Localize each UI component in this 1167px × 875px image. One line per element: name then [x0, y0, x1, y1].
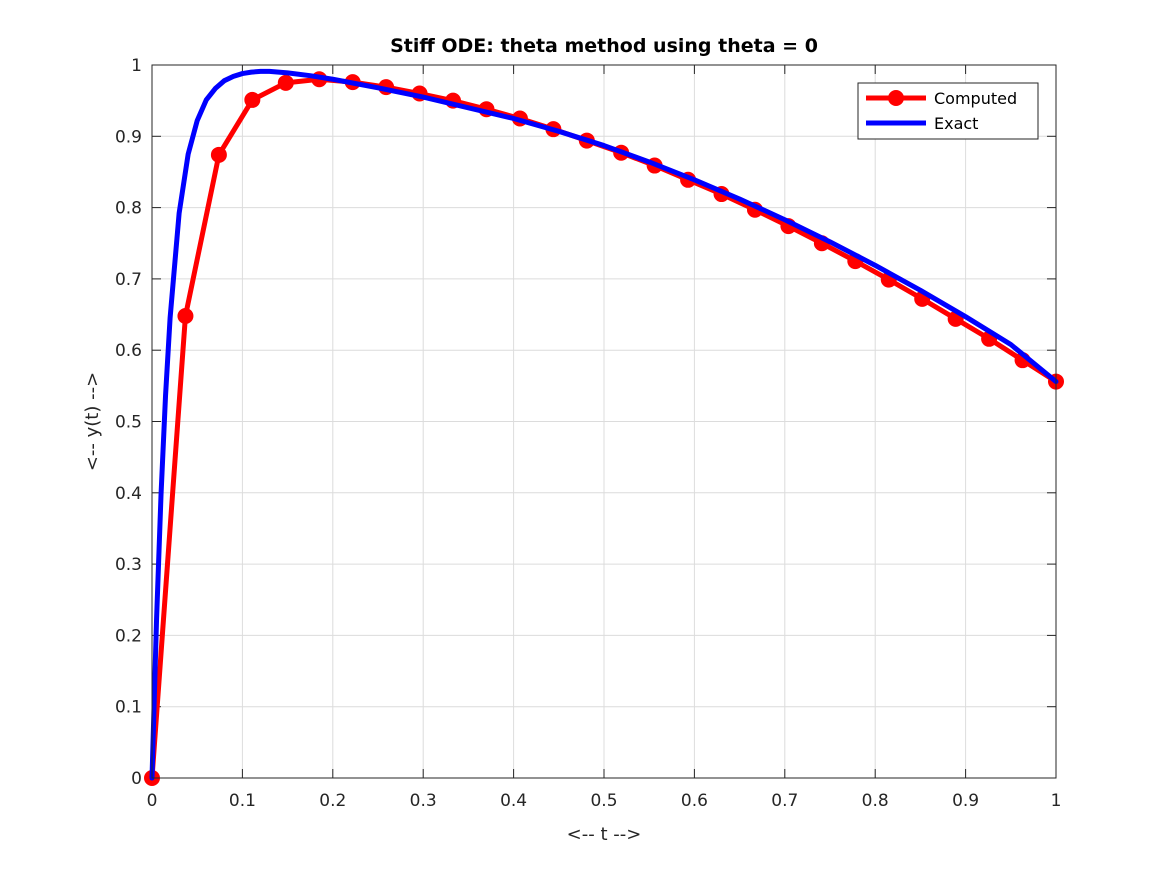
legend-entry-computed: Computed	[934, 89, 1017, 108]
legend-box	[857, 82, 1039, 140]
x-tick-label: 0.8	[862, 791, 889, 811]
series	[144, 68, 1064, 786]
legend-marker-computed	[888, 90, 904, 106]
x-tick-label: 0.3	[410, 791, 437, 811]
y-tick-label: 0.2	[115, 626, 142, 646]
legend: Computed Exact	[857, 82, 1039, 140]
x-tick-label: 0.1	[229, 791, 256, 811]
y-tick-label: 0.6	[115, 341, 142, 361]
x-tick-label: 0.4	[500, 791, 527, 811]
y-tick-label: 0.8	[115, 199, 142, 219]
x-tick-label: 0.9	[952, 791, 979, 811]
y-tick-label: 1	[131, 56, 142, 76]
y-tick-label: 0.4	[115, 484, 142, 504]
x-tick-label: 0.2	[319, 791, 346, 811]
y-tick-label: 0.1	[115, 698, 142, 718]
data-point-computed	[277, 74, 294, 91]
data-point-computed	[210, 146, 227, 163]
x-axis-label: <-- t -->	[567, 824, 642, 845]
x-tick-label: 1	[1051, 791, 1062, 811]
x-tick-label: 0.7	[771, 791, 798, 811]
series-line-exact	[149, 68, 1059, 781]
chart-title: Stiff ODE: theta method using theta = 0	[390, 35, 818, 57]
data-point-computed	[177, 307, 194, 324]
x-tick-label: 0.5	[590, 791, 617, 811]
y-tick-label: 0.9	[115, 127, 142, 147]
plot-frame	[151, 64, 1057, 779]
y-tick-label: 0.3	[115, 555, 142, 575]
x-tick-label: 0	[147, 791, 158, 811]
x-tick-label: 0.6	[681, 791, 708, 811]
y-tick-label: 0.5	[115, 413, 142, 433]
data-point-computed	[244, 91, 261, 108]
y-tick-label: 0.7	[115, 270, 142, 290]
tick-labels: 0 0.1 0.2 0.3 0.4 0.5 0.6 0.7 0.8 0.9 1 0 0.1 0.2 0.3 0…	[115, 56, 1061, 811]
legend-entry-exact: Exact	[934, 114, 978, 133]
y-axis-label: <-- y(t) -->	[82, 372, 103, 471]
y-tick-label: 0	[131, 769, 142, 789]
